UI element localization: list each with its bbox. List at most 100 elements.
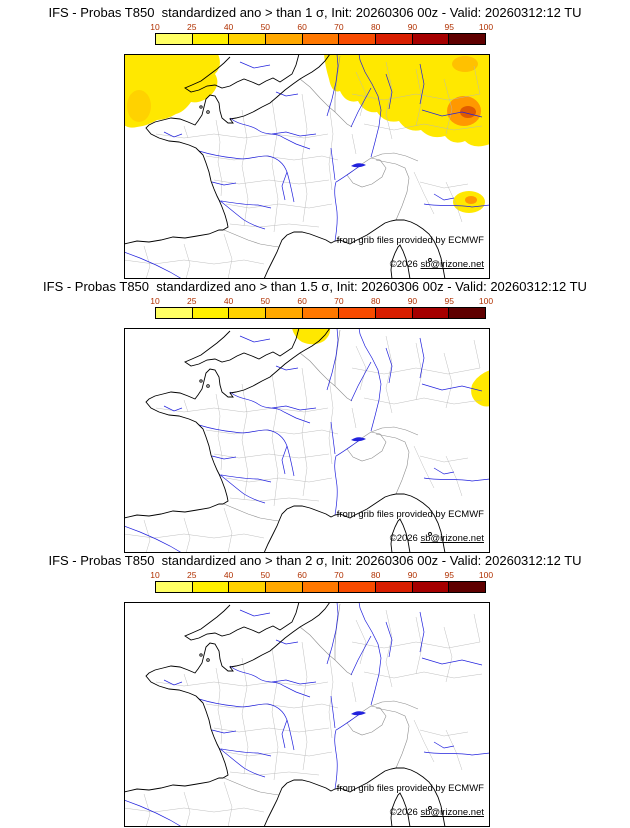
colorbar-tick: 25 [187,296,197,306]
colorbar: 10 25 40 50 60 70 80 90 95 100 [150,570,493,593]
colorbar-segment [266,34,303,44]
attribution-source: from grib files provided by ECMWF [336,235,484,246]
map-sigma-1-5: from grib files provided by ECMWF ©2026 … [124,328,490,553]
map-frame [124,602,490,827]
colorbar-segment [192,582,230,592]
colorbar-segment [449,34,486,44]
colorbar-tick: 70 [334,296,344,306]
colorbar-segment [266,308,303,318]
colorbar-tick: 40 [223,22,234,32]
colorbar-segment [229,34,267,44]
colorbar-tick: 25 [187,570,197,580]
attribution-copyright: ©2026 sb@irizone.net [390,259,484,270]
colorbar-segment [339,582,377,592]
colorbar-tick: 10 [150,570,160,580]
colorbar-segment [449,582,486,592]
colorbar-tick: 90 [407,22,418,32]
colorbar: 10 25 40 50 60 70 80 90 95 100 [150,296,493,319]
colorbar-tick: 60 [297,570,307,580]
colorbar-tick: 50 [260,570,271,580]
colorbar-tick: 25 [187,22,197,32]
map-sigma-2: from grib files provided by ECMWF ©2026 … [124,602,490,827]
colorbar-tick: 80 [370,296,381,306]
colorbar-bar [155,307,486,319]
attribution-source: from grib files provided by ECMWF [336,783,484,794]
colorbar-bar [155,33,486,45]
colorbar-segment [412,582,450,592]
copyright-year: ©2026 [389,259,421,270]
colorbar-segment [376,308,413,318]
colorbar-segment [156,34,193,44]
colorbar-tick: 40 [223,296,234,306]
panel-sigma-1-5: IFS - Probas T850 standardized ano > tha… [0,279,630,553]
colorbar-tick: 95 [444,570,454,580]
colorbar-segment [229,582,267,592]
prob-area-liguria-core [465,196,477,204]
colorbar-ticks: 10 25 40 50 60 70 80 90 95 100 [150,22,493,32]
colorbar-bar [155,581,486,593]
colorbar-ticks: 10 25 40 50 60 70 80 90 95 100 [150,570,493,580]
colorbar-segment [302,308,340,318]
colorbar-tick: 40 [223,570,234,580]
map-frame [124,54,490,279]
colorbar-tick: 50 [260,22,271,32]
prob-area-northeast-mid [452,56,478,72]
colorbar-segment [156,308,193,318]
prob-area-north [292,328,331,345]
prob-overlay-sigma-1-5 [292,328,490,407]
colorbar-tick: 100 [478,296,494,306]
colorbar-tick: 95 [444,22,454,32]
attribution-copyright: ©2026 sb@irizone.net [390,533,484,544]
panel-sigma-1: IFS - Probas T850 standardized ano > tha… [0,5,630,279]
panel-title: IFS - Probas T850 standardized ano > tha… [48,5,582,20]
colorbar-tick: 60 [297,296,307,306]
panel-title: IFS - Probas T850 standardized ano > tha… [43,279,587,294]
colorbar-tick: 90 [407,296,418,306]
colorbar-tick: 80 [370,570,381,580]
colorbar-segment [266,582,303,592]
colorbar-segment [302,34,340,44]
colorbar-segment [376,34,413,44]
colorbar-tick: 80 [370,22,381,32]
colorbar-segment [229,308,267,318]
colorbar-segment [339,308,377,318]
prob-area-northeast-core [460,106,476,118]
copyright-year: ©2026 [389,533,421,544]
colorbar-tick: 90 [407,570,418,580]
panel-title: IFS - Probas T850 standardized ano > tha… [48,553,582,568]
colorbar-segment [192,34,230,44]
colorbar-ticks: 10 25 40 50 60 70 80 90 95 100 [150,296,493,306]
colorbar-tick: 10 [150,22,160,32]
copyright-email: sb@irizone.net [420,533,484,544]
copyright-year: ©2026 [389,807,421,818]
attribution-copyright: ©2026 sb@irizone.net [390,807,484,818]
colorbar-tick: 10 [150,296,160,306]
colorbar-tick: 100 [478,22,494,32]
colorbar-segment [156,582,193,592]
prob-area-atlantic-core [127,90,151,122]
prob-overlay-sigma-1 [124,54,490,213]
colorbar-tick: 70 [334,22,344,32]
colorbar-segment [412,34,450,44]
colorbar-tick: 70 [334,570,344,580]
colorbar-segment [376,582,413,592]
colorbar-segment [302,582,340,592]
map-svg-sigma-1-5 [124,328,490,553]
colorbar-tick: 100 [478,570,494,580]
map-sigma-1: from grib files provided by ECMWF ©2026 … [124,54,490,279]
colorbar: 10 25 40 50 60 70 80 90 95 100 [150,22,493,45]
map-svg-sigma-1 [124,54,490,279]
colorbar-tick: 60 [297,22,307,32]
colorbar-tick: 50 [260,296,271,306]
map-svg-sigma-2 [124,602,490,827]
copyright-email: sb@irizone.net [420,259,484,270]
colorbar-segment [449,308,486,318]
prob-area-east-edge [471,370,490,407]
attribution-source: from grib files provided by ECMWF [336,509,484,520]
colorbar-segment [412,308,450,318]
colorbar-segment [339,34,377,44]
copyright-email: sb@irizone.net [420,807,484,818]
panel-sigma-2: IFS - Probas T850 standardized ano > tha… [0,553,630,827]
map-frame [124,328,490,553]
